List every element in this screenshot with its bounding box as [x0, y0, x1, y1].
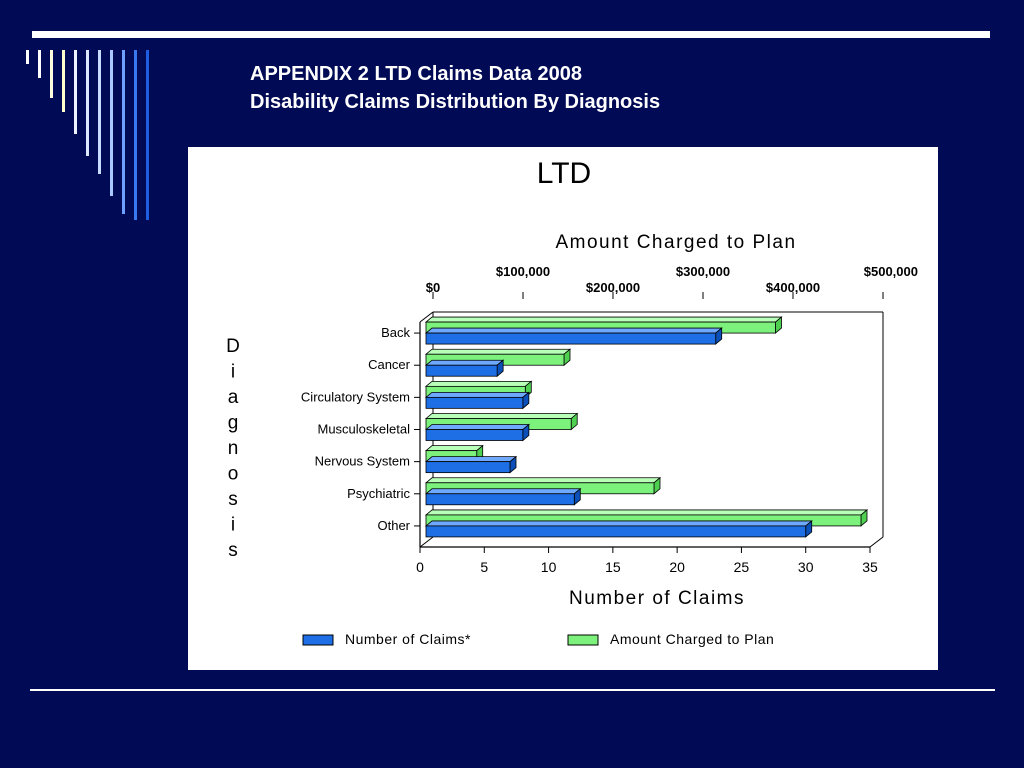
amount-bar [424, 444, 484, 463]
frame-depth-line [869, 536, 884, 548]
x2-tick-label: $100,000 [496, 264, 550, 279]
x2-axis-label: Amount Charged to Plan [555, 232, 796, 253]
decor-bar [122, 50, 125, 214]
chart-title: LTD [537, 157, 591, 190]
y-tick-label: Musculoskeletal [318, 422, 411, 437]
claims-bar [424, 391, 530, 410]
decorative-bars [26, 50, 149, 220]
claims-bar [424, 423, 530, 442]
legend-item: Number of Claims* [302, 631, 471, 647]
x-axis-label: Number of Claims [569, 588, 745, 609]
x-tick-label: 0 [416, 559, 424, 575]
x2-tick-label: $0 [426, 280, 440, 295]
chart-panel: LTD Amount Charged to Plan Number of Cla… [188, 147, 938, 670]
frame-depth-line [419, 536, 434, 548]
decor-bar [38, 50, 41, 78]
x-tick-label: 35 [862, 559, 878, 575]
claims-bar [424, 327, 723, 345]
legend-item: Amount Charged to Plan [567, 631, 774, 647]
chart: LTD Amount Charged to Plan Number of Cla… [226, 157, 918, 647]
y-tick-label: Other [377, 518, 410, 533]
frame-depth-line [419, 311, 434, 323]
x2-tick-label: $400,000 [766, 280, 820, 295]
claims-bar [424, 520, 813, 538]
amount-bar [424, 412, 579, 431]
x2-tick-label: $300,000 [676, 264, 730, 279]
decor-bar [134, 50, 137, 220]
x-tick-label: 30 [798, 559, 814, 575]
x-tick-label: 25 [734, 559, 750, 575]
slide-title: APPENDIX 2 LTD Claims Data 2008 Disabili… [250, 60, 660, 116]
y-tick-label: Cancer [368, 357, 411, 372]
x-tick-label: 10 [541, 559, 557, 575]
decor-bar [62, 50, 65, 112]
y-tick-label: Back [381, 325, 410, 340]
decor-bar [110, 50, 113, 196]
claims-bar [424, 359, 505, 378]
y-tick-label: Psychiatric [347, 486, 410, 501]
slide-title-line-1: APPENDIX 2 LTD Claims Data 2008 [250, 63, 582, 85]
claims-bar [424, 455, 518, 474]
decor-bar [98, 50, 101, 174]
decor-bar [26, 50, 29, 64]
x-tick-label: 5 [480, 559, 488, 575]
bottom-rule [30, 689, 995, 691]
legend-label: Number of Claims* [345, 631, 471, 647]
x-tick-label: 15 [605, 559, 621, 575]
x2-tick-label: $500,000 [864, 264, 918, 279]
decor-bar [146, 50, 149, 220]
claims-bar [424, 487, 582, 506]
y-tick-label: Circulatory System [301, 389, 410, 404]
decor-bar [74, 50, 77, 134]
x-tick-label: 20 [669, 559, 685, 575]
top-rule [32, 31, 990, 38]
decor-bar [50, 50, 53, 98]
decor-bar [86, 50, 89, 156]
legend-label: Amount Charged to Plan [610, 631, 774, 647]
x2-tick-label: $200,000 [586, 280, 640, 295]
legend-swatch [302, 634, 334, 646]
amount-bar [424, 316, 783, 334]
amount-bar [424, 476, 662, 495]
slide-title-line-2: Disability Claims Distribution By Diagno… [250, 91, 661, 113]
legend-swatch [567, 634, 599, 646]
y-tick-label: Nervous System [315, 454, 410, 469]
